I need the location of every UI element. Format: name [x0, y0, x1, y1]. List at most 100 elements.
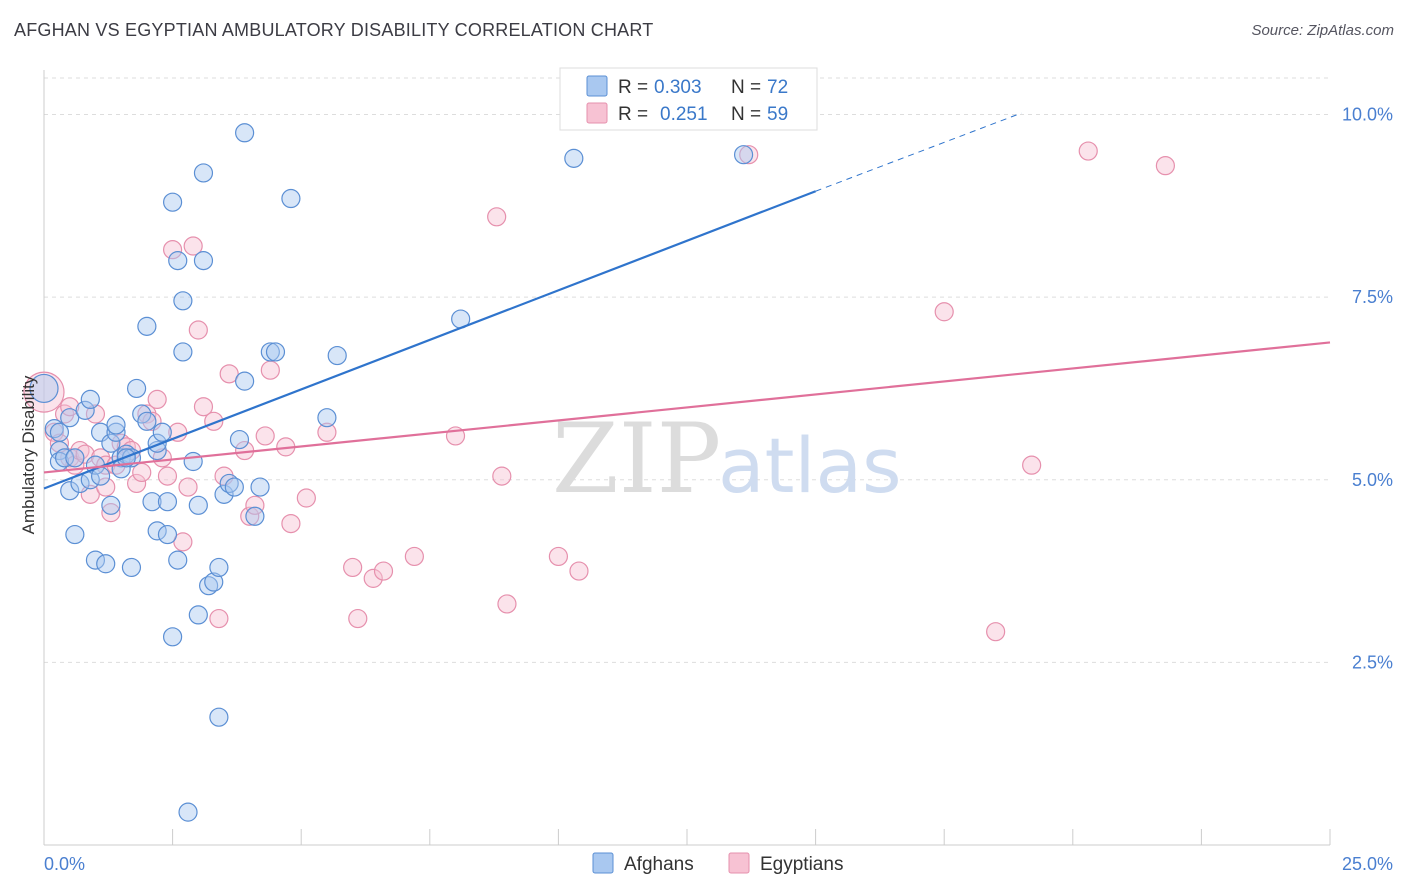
afghans-point [137, 316, 157, 336]
afghans-point [245, 506, 265, 526]
egyptians-point [183, 236, 203, 256]
afghans-point [75, 400, 95, 420]
x-tick-label-0: 0.0% [44, 854, 85, 874]
egyptians-point [255, 426, 275, 446]
afghans-point [317, 408, 337, 428]
egyptians-point [209, 608, 229, 629]
egyptians-point [173, 532, 193, 552]
legend-n-label-egyptians: N = [731, 104, 761, 125]
afghans-point [209, 707, 229, 727]
afghans-point [281, 188, 301, 209]
afghans-point [106, 422, 126, 442]
afghans-point [188, 495, 208, 515]
egyptians-point [193, 397, 214, 417]
afghans-point [188, 605, 208, 625]
egyptians-points [23, 141, 1175, 642]
afghans-point [54, 448, 75, 468]
afghans-point [163, 627, 183, 647]
afghans-point [106, 415, 126, 435]
egyptians-point [1022, 455, 1042, 475]
egyptians-point [492, 466, 512, 486]
afghans-point [65, 448, 85, 468]
afghans-point [235, 123, 255, 143]
afghans-point [265, 342, 286, 362]
egyptians-point [1155, 156, 1175, 176]
afghans-point [229, 429, 250, 450]
afghans-point [65, 524, 85, 545]
egyptians-point [1078, 141, 1098, 161]
afghans-trend-line [43, 190, 816, 490]
legend-r-label-egyptians: R = [618, 104, 648, 125]
egyptians-point [126, 473, 147, 494]
afghans-point [204, 572, 224, 592]
egyptians-point [101, 503, 121, 523]
afghans-point [152, 422, 172, 442]
x-tick-label-1: 25.0% [1342, 854, 1393, 874]
afghans-point [60, 481, 80, 501]
afghans-point [173, 342, 193, 362]
afghans-point [101, 433, 121, 453]
afghans-point [193, 163, 214, 183]
afghans-point [209, 557, 229, 578]
afghans-point [163, 192, 183, 212]
egyptians-point [343, 557, 363, 578]
afghans-point [168, 251, 188, 271]
egyptians-point [296, 488, 316, 508]
egyptians-point [373, 561, 394, 581]
legend-r-value-egyptians: 0.251 [660, 104, 708, 125]
egyptians-point [188, 320, 208, 340]
afghans-point [178, 802, 198, 822]
afghans-point [219, 473, 239, 494]
afghans-points [29, 123, 754, 822]
egyptians-trend-line [43, 341, 1331, 474]
series-label-afghans: Afghans [624, 854, 694, 875]
egyptians-point [260, 360, 280, 380]
afghans-point [327, 345, 347, 366]
legend-n-label-afghans: N = [731, 77, 761, 98]
egyptians-point [245, 495, 265, 515]
egyptians-point [281, 513, 301, 534]
legend-n-value-afghans: 72 [767, 77, 788, 98]
egyptians-point [548, 546, 569, 567]
afghans-point [126, 378, 147, 399]
legend-r-label-afghans: R = [618, 77, 648, 98]
egyptians-point [986, 622, 1006, 642]
afghans-trend-extension [815, 112, 1022, 192]
afghans-point [147, 521, 167, 541]
stats-legend: R = 0.303 N = 72 R = 0.251 N = 59 [559, 67, 818, 131]
y-axis-label: Ambulatory Disability [19, 375, 38, 534]
series-swatch-afghans [592, 852, 614, 874]
afghans-point [199, 576, 219, 596]
afghans-point [157, 524, 178, 545]
afghans-point [733, 145, 754, 165]
egyptians-point [317, 422, 337, 442]
afghans-point [193, 251, 214, 271]
egyptians-point [23, 371, 65, 413]
watermark-zip: ZIP [552, 403, 721, 515]
afghans-point [214, 484, 234, 504]
afghans-point [142, 492, 162, 512]
egyptians-point [487, 207, 507, 227]
series-swatch-egyptians [728, 852, 750, 874]
x-tick-labels: 0.0% 25.0% [44, 854, 1393, 874]
watermark-atlas: atlas [718, 421, 902, 510]
afghans-point [29, 373, 59, 404]
afghans-point [137, 411, 157, 431]
egyptians-point [147, 389, 167, 410]
egyptians-point [219, 364, 239, 384]
egyptians-point [96, 477, 116, 497]
afghans-point [235, 371, 255, 391]
afghans-point [564, 148, 584, 168]
axes [43, 70, 1331, 846]
legend-swatch-afghans [586, 75, 608, 97]
egyptians-point [178, 477, 198, 497]
afghans-point [60, 408, 80, 428]
afghans-point [183, 451, 203, 472]
legend-n-value-egyptians: 59 [767, 104, 788, 125]
egyptians-point [363, 568, 383, 588]
afghans-point [96, 554, 116, 574]
afghans-point [121, 557, 142, 578]
chart-title: AFGHAN VS EGYPTIAN AMBULATORY DISABILITY… [14, 20, 654, 40]
y-tick-label-0: 2.5% [1352, 652, 1393, 672]
